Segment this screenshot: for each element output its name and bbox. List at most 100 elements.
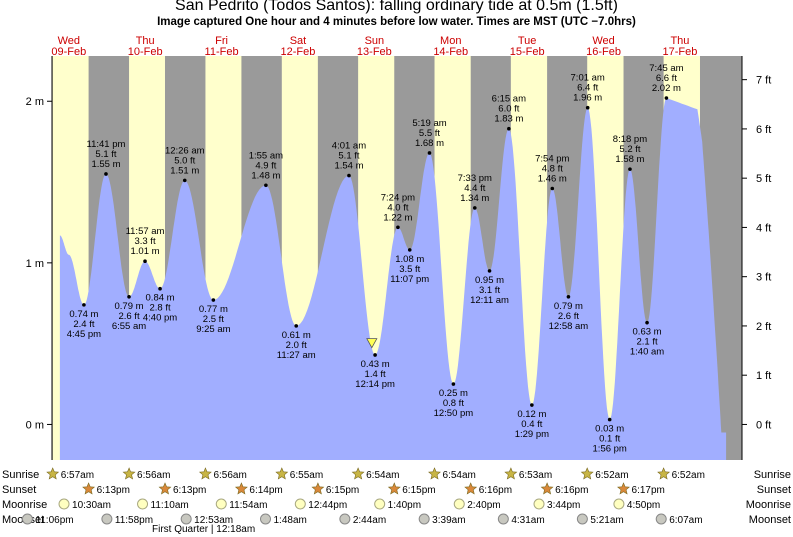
tide-extreme-point — [104, 172, 108, 176]
sunset-row-label-left: Sunset — [2, 484, 36, 496]
sunset-time: 6:16pm — [479, 485, 512, 496]
tide-extreme-point — [507, 126, 511, 131]
tide-extreme-label: 7:24 pm — [381, 192, 415, 203]
y-tick-label-m: 0 m — [26, 419, 44, 431]
sunrise-time: 6:53am — [519, 470, 552, 481]
tide-extreme-point — [530, 403, 534, 407]
moonset-icon — [260, 513, 272, 525]
sunrise-icon — [504, 467, 518, 480]
tide-extreme-label: 1.83 m — [494, 114, 523, 125]
tide-extreme-label: 4:45 pm — [67, 329, 101, 340]
tide-extreme-label: 12:14 pm — [355, 379, 395, 390]
tide-extreme-label: 12:58 am — [549, 321, 589, 332]
tide-extreme-label: 1.4 ft — [365, 369, 386, 380]
tide-extreme-label: 0.1 ft — [599, 434, 620, 445]
tide-extreme-point — [143, 259, 147, 264]
day-labels: Wed09-FebThu10-FebFri11-FebSat12-FebSun1… — [51, 35, 697, 58]
moonset-time: 5:21am — [590, 515, 623, 526]
tide-extreme-label: 3.5 ft — [399, 264, 420, 275]
moonset-icon — [339, 513, 351, 525]
chart-title: San Pedrito (Todos Santos): falling ordi… — [175, 0, 618, 14]
day-name-label: Wed — [58, 35, 80, 47]
moonrise-time: 12:44pm — [308, 500, 347, 511]
current-tide-marker — [366, 338, 378, 349]
tide-extreme-label: 0.79 m — [114, 301, 143, 312]
tide-extreme-label: 7:01 am — [571, 73, 605, 84]
sunset-time: 6:17pm — [632, 485, 665, 496]
y-tick-label-ft: 2 ft — [756, 321, 771, 333]
moonset-time: 2:44am — [353, 515, 386, 526]
tide-extreme-label: 0.79 m — [554, 301, 583, 312]
y-tick-label-ft: 1 ft — [756, 370, 771, 382]
tide-extreme-label: 5:19 am — [412, 118, 446, 129]
tide-extreme-label: 0.84 m — [146, 293, 175, 304]
tide-extreme-point — [294, 324, 299, 328]
tide-extreme-label: 1.51 m — [170, 165, 199, 176]
sunrise-icon — [46, 467, 60, 480]
moonrise-icon — [58, 498, 70, 510]
y-tick-label-ft: 0 ft — [756, 419, 771, 431]
sunset-icon — [540, 482, 554, 495]
sunset-icon — [82, 482, 96, 495]
tide-extreme-label: 1.96 m — [573, 93, 602, 104]
day-date-label: 09-Feb — [51, 46, 86, 58]
tide-extreme-label: 4.0 ft — [387, 202, 408, 213]
tide-extreme-label: 6.4 ft — [577, 83, 598, 94]
tide-extreme-label: 1.48 m — [251, 170, 280, 181]
tide-extreme-label: 11:41 pm — [87, 139, 126, 150]
tide-extreme-point — [645, 320, 649, 325]
sunset-time: 6:13pm — [97, 485, 130, 496]
tide-extreme-label: 2.4 ft — [73, 319, 94, 330]
tide-extreme-label: 0.74 m — [69, 309, 98, 320]
moonset-time: 12:53am — [194, 515, 233, 526]
day-date-label: 15-Feb — [510, 46, 545, 58]
moonrise-row-label-right: Moonrise — [746, 499, 791, 511]
moonset-icon — [576, 513, 588, 525]
moonrise-time: 2:40pm — [467, 500, 500, 511]
sunset-icon — [311, 482, 325, 495]
moonrise-row-label-left: Moonrise — [2, 499, 47, 511]
moonrise-icon — [533, 498, 545, 510]
sunrise-time: 6:55am — [290, 470, 323, 481]
tide-extreme-label: 6.0 ft — [498, 104, 519, 115]
day-date-label: 17-Feb — [663, 46, 698, 58]
tide-extreme-label: 5.0 ft — [174, 155, 195, 166]
sunrise-icon — [275, 467, 289, 480]
moonset-time: 1:48am — [274, 515, 307, 526]
day-name-label: Wed — [592, 35, 614, 47]
tide-extreme-point — [487, 269, 492, 273]
y-tick-label-m: 1 m — [26, 258, 44, 270]
moonset-time: 11:58pm — [115, 515, 153, 526]
tide-extreme-label: 4:01 am — [332, 141, 366, 152]
tide-extreme-label: 5.1 ft — [338, 151, 359, 162]
moonrise-icon — [613, 498, 625, 510]
moonset-icon — [21, 513, 33, 525]
tide-extreme-label: 1:56 pm — [593, 444, 627, 455]
tide-extreme-label: 4.9 ft — [255, 160, 276, 171]
tide-extreme-label: 1:55 am — [249, 150, 283, 161]
day-date-label: 13-Feb — [357, 46, 392, 58]
sunrise-time: 6:52am — [595, 470, 628, 481]
moonset-icon — [101, 513, 113, 525]
moonset-icon — [655, 513, 667, 525]
tide-extreme-point — [451, 382, 456, 386]
tide-extreme-label: 0.63 m — [633, 327, 662, 338]
moonrise-time: 10:30am — [72, 500, 111, 511]
tide-extreme-point — [373, 353, 377, 357]
tide-extreme-label: 1.58 m — [615, 154, 644, 165]
tide-curve-area — [59, 98, 727, 460]
tide-extreme-label: 1:40 am — [630, 347, 664, 358]
tide-extreme-label: 0.95 m — [475, 275, 504, 286]
moonrise-time: 3:44pm — [547, 500, 580, 511]
tide-extreme-label: 8:18 pm — [613, 134, 647, 145]
tide-extreme-label: 1.68 m — [415, 138, 444, 149]
moonrise-time: 1:40pm — [388, 500, 421, 511]
tide-extreme-label: 1.22 m — [383, 212, 412, 223]
tide-extreme-label: 1.01 m — [131, 246, 160, 257]
sunset-icon — [234, 482, 248, 495]
tide-extreme-label: 2.5 ft — [203, 314, 224, 325]
tide-extreme-label: 12:26 am — [165, 145, 205, 156]
day-name-label: Fri — [215, 35, 228, 47]
tide-extreme-label: 9:25 am — [196, 324, 230, 335]
axes: 0 m 1 m 2 m 0 ft 1 ft 2 ft 3 ft 4 ft 5 ft 6 ft 7 f… — [26, 56, 771, 460]
